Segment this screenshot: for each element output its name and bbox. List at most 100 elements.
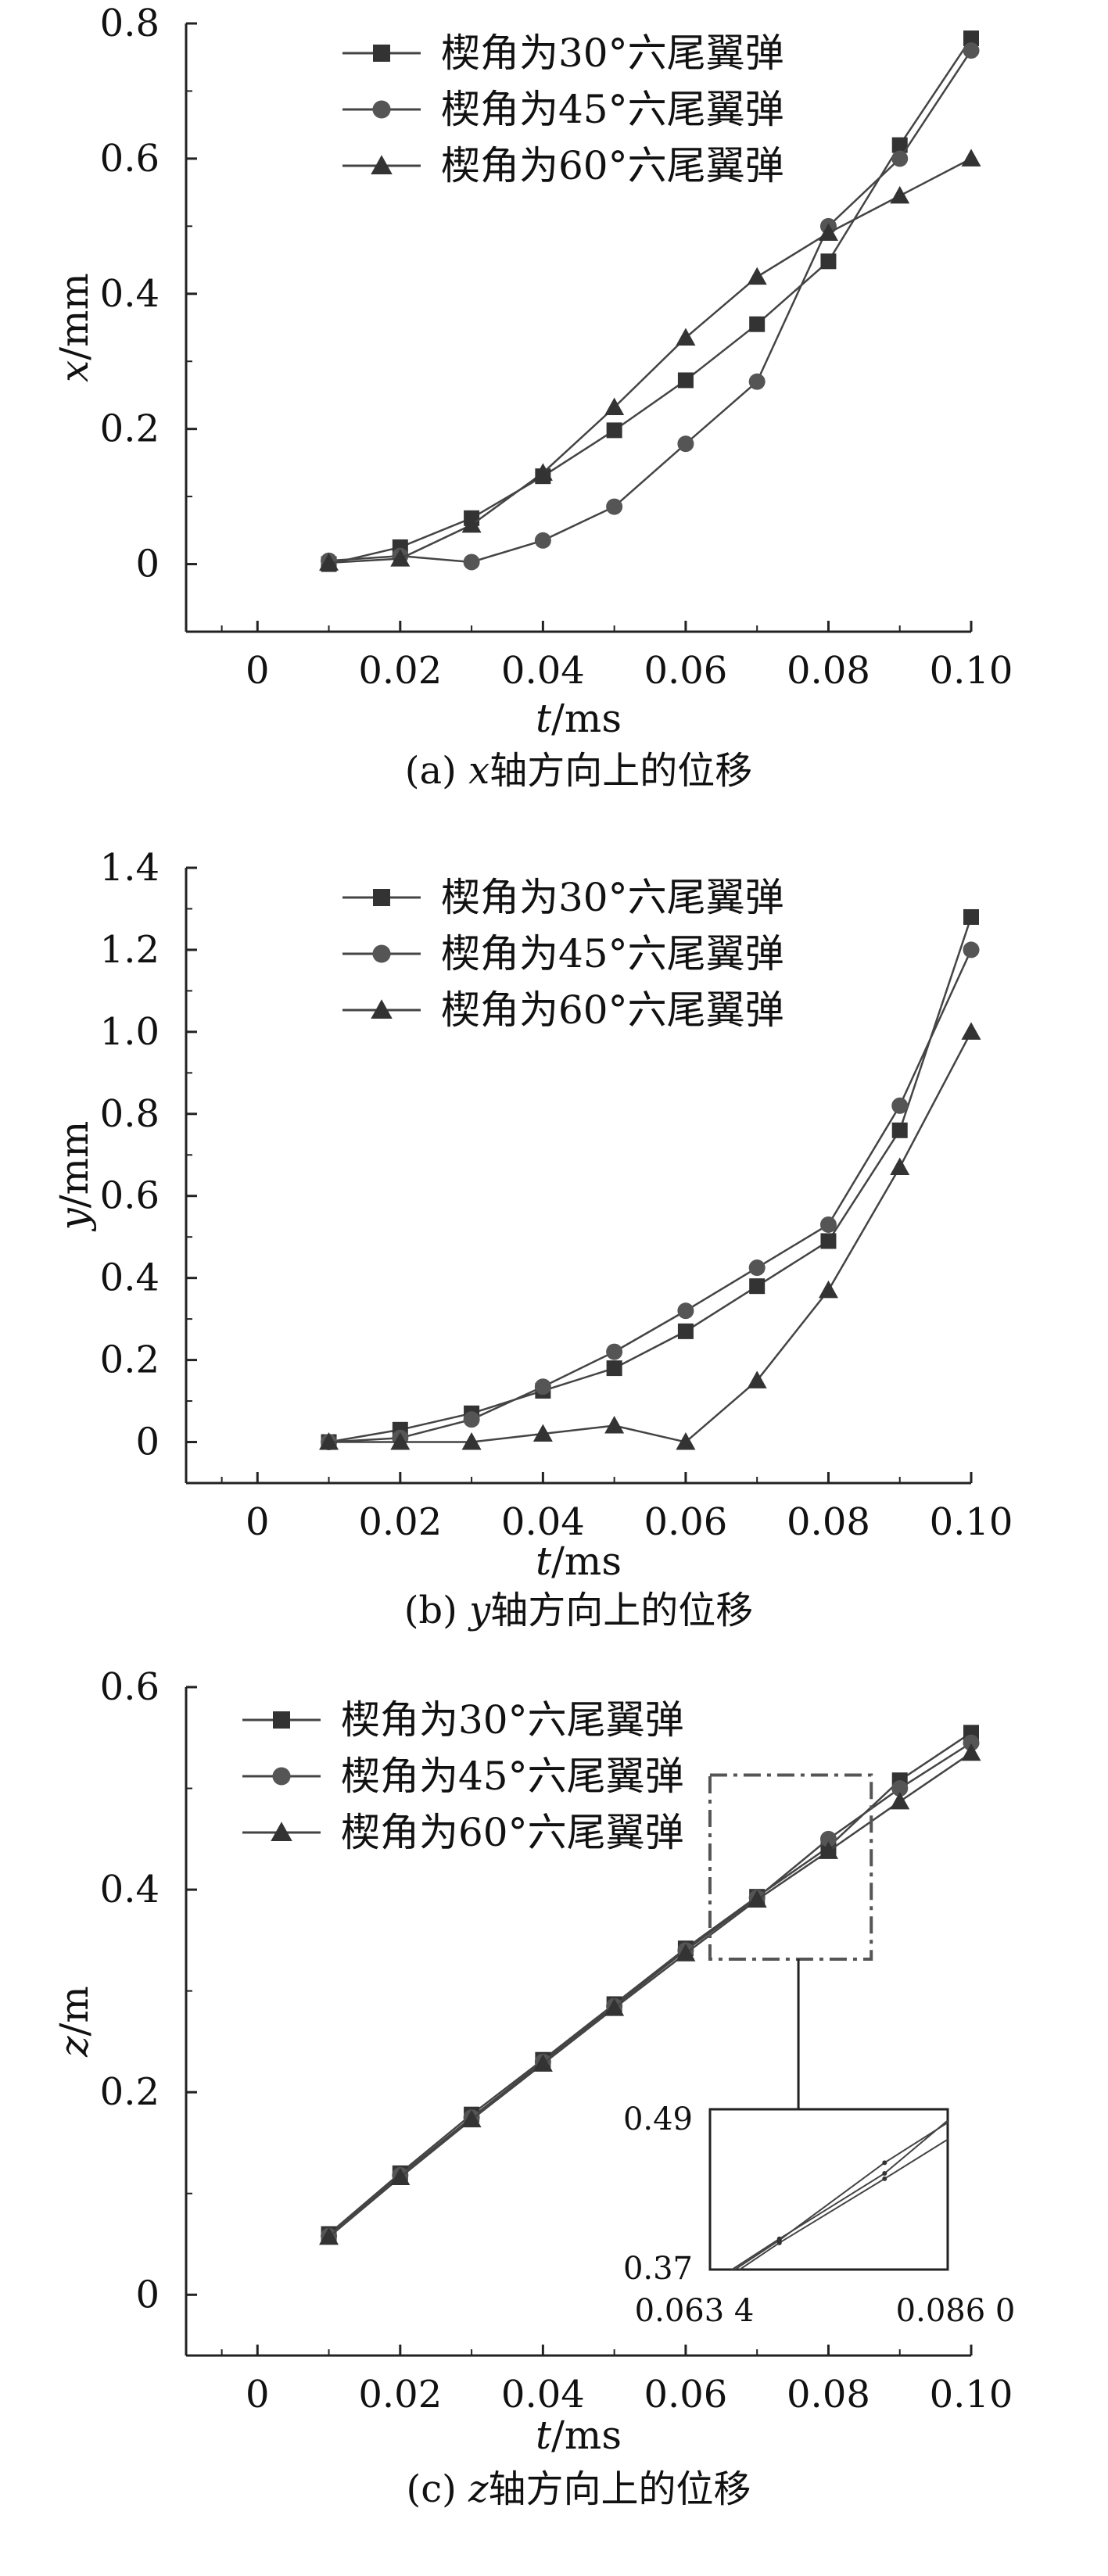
x-tick-label: 0.02 (358, 2373, 442, 2417)
y-tick-label: 0.2 (100, 2070, 160, 2114)
inset-data-point-series-1 (882, 2171, 887, 2176)
data-point-series-1 (606, 1360, 622, 1377)
x-tick-label: 0.06 (644, 649, 727, 693)
legend-marker-1 (373, 45, 390, 62)
inset-y-tick-label: 0.37 (623, 2251, 693, 2287)
legend-label-1: 楔角为30°六尾翼弹 (341, 1697, 684, 1743)
x-tick-label: 0.10 (930, 1500, 1013, 1544)
inset-data-point-series-3 (882, 2176, 887, 2181)
data-point-series-3 (961, 1022, 981, 1040)
data-point-series-1 (749, 1278, 766, 1295)
x-tick-label: 0 (246, 649, 270, 693)
data-point-series-3 (461, 514, 482, 533)
legend-marker-1 (273, 1711, 290, 1729)
data-point-series-3 (390, 549, 411, 567)
data-point-series-2 (891, 150, 909, 167)
data-point-series-2 (819, 1830, 837, 1847)
data-point-series-2 (819, 1216, 837, 1233)
data-point-series-3 (532, 2054, 553, 2072)
series-line-2 (328, 49, 973, 564)
y-axis-label: x/mm (52, 273, 97, 382)
legend-label-2: 楔角为45°六尾翼弹 (341, 1754, 684, 1799)
legend-marker-3 (371, 999, 393, 1019)
data-point-series-2 (463, 554, 480, 571)
inset-box (708, 2108, 949, 2271)
inset-series-line-2 (733, 2121, 948, 2270)
legend-label-1: 楔角为30°六尾翼弹 (441, 875, 784, 920)
inset-x-tick-label: 0.063 4 (635, 2293, 755, 2329)
data-point-series-3 (747, 267, 767, 285)
legend-label-2: 楔角为45°六尾翼弹 (441, 87, 784, 132)
data-point-series-3 (461, 2109, 482, 2128)
x-tick-label: 0.10 (930, 2373, 1013, 2417)
series-line-2 (328, 949, 973, 1443)
chart-caption-c: (c) z轴方向上的位移 (407, 2467, 751, 2511)
data-point-series-2 (748, 1259, 766, 1277)
x-tick-label: 0.10 (930, 649, 1013, 693)
legend-marker-3 (271, 1822, 292, 1841)
y-tick-label: 0.4 (100, 1256, 160, 1300)
y-tick-label: 0.6 (100, 1665, 160, 1709)
zoom-box (708, 1773, 873, 1961)
data-point-series-3 (532, 1424, 553, 1442)
y-tick-label: 0.2 (100, 1338, 160, 1382)
data-point-series-3 (747, 1890, 767, 1908)
x-tick-label: 0 (246, 2373, 270, 2417)
legend-marker-1 (373, 889, 390, 906)
series-line-1 (328, 38, 973, 565)
data-point-series-2 (891, 1097, 909, 1114)
data-point-series-1 (820, 253, 837, 270)
data-point-series-3 (319, 2227, 339, 2245)
data-point-series-3 (676, 1432, 696, 1450)
data-point-series-2 (606, 1343, 623, 1360)
y-tick-label: 0.8 (100, 2, 160, 45)
data-point-series-1 (963, 908, 979, 925)
inset-x-tick-label: 0.086 0 (896, 2293, 1016, 2329)
data-point-series-3 (890, 185, 910, 204)
legend-label-2: 楔角为45°六尾翼弹 (441, 931, 784, 976)
y-tick-label: 1.2 (100, 928, 160, 972)
y-axis-label: z/m (52, 1986, 97, 2058)
x-tick-label: 0.02 (358, 1500, 442, 1544)
data-point-series-3 (461, 1432, 482, 1450)
series-line-3 (328, 1752, 972, 2238)
y-tick-label: 0 (135, 543, 160, 586)
data-point-series-3 (961, 1743, 981, 1761)
data-point-series-1 (606, 422, 622, 439)
y-tick-label: 0 (135, 2273, 160, 2316)
x-axis-label: t/ms (536, 696, 622, 741)
data-point-series-3 (390, 2167, 411, 2185)
legend-label-3: 楔角为60°六尾翼弹 (441, 143, 784, 188)
data-point-series-3 (890, 1157, 910, 1176)
data-point-series-1 (677, 372, 694, 389)
data-point-series-2 (677, 1302, 694, 1320)
y-tick-label: 1.0 (100, 1010, 160, 1054)
chart-caption-a: (a) x轴方向上的位移 (405, 749, 752, 793)
y-tick-label: 1.4 (100, 846, 160, 890)
data-point-series-2 (963, 941, 980, 958)
y-tick-label: 0.2 (100, 407, 160, 451)
legend-label-3: 楔角为60°六尾翼弹 (441, 987, 784, 1033)
legend-marker-2 (372, 100, 391, 119)
legend-label-1: 楔角为30°六尾翼弹 (441, 30, 784, 76)
data-point-series-1 (891, 1122, 908, 1138)
data-point-series-3 (676, 1944, 696, 1962)
data-point-series-2 (463, 1411, 480, 1428)
x-tick-label: 0.08 (787, 1500, 870, 1544)
data-point-series-3 (818, 1841, 838, 1859)
data-point-series-2 (534, 1378, 551, 1395)
chart-panel-b: 0 0.2 0.4 0.6 0.8 1.0 1.2 1.4 0 0.02 0.04 0.06 0.08 0… (52, 846, 1013, 1632)
legend-marker-2 (372, 944, 391, 963)
data-point-series-3 (390, 1432, 411, 1450)
data-point-series-3 (532, 463, 553, 481)
x-tick-label: 0.06 (644, 2373, 727, 2417)
data-point-series-3 (604, 1998, 625, 2016)
data-point-series-3 (319, 553, 339, 571)
data-point-series-3 (747, 1370, 767, 1388)
x-tick-label: 0.06 (644, 1500, 727, 1544)
x-tick-label: 0.04 (501, 649, 585, 693)
x-tick-label: 0.02 (358, 649, 442, 693)
y-tick-label: 0 (135, 1421, 160, 1464)
data-point-series-3 (676, 328, 696, 346)
